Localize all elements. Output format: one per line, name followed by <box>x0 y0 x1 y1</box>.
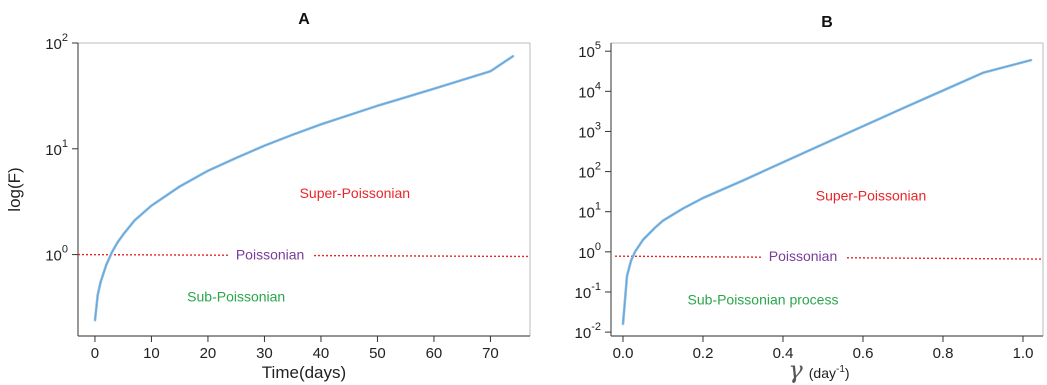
panel-title-b: B <box>821 14 833 31</box>
x-tick-label: 0.6 <box>853 345 874 362</box>
x-tick-label: 40 <box>313 345 330 362</box>
x-tick-label: 0.0 <box>613 345 634 362</box>
y-tick-label: 105 <box>578 40 601 61</box>
y-tick-label: 10-2 <box>575 321 601 342</box>
annotation-poissonian: Poissonian <box>236 247 305 263</box>
x-tick-label: 0.2 <box>693 345 714 362</box>
y-tick-label: 101 <box>45 138 68 159</box>
y-tick-label: 101 <box>578 201 601 222</box>
chart-panel-a: A 0 10 20 30 40 50 60 70 100 101 102 Super-Poissonia… <box>5 11 531 382</box>
annotation-background <box>761 246 845 265</box>
series-line-core <box>622 59 1032 324</box>
annotation-super-poissonian: Super-Poissonian <box>300 185 411 201</box>
annotation-sub-poissonian-process: Sub-Poissonian process <box>688 291 839 307</box>
poissonian-reference-line <box>77 253 531 258</box>
y-tick-label: 103 <box>578 120 601 141</box>
x-tick-label: 70 <box>482 345 499 362</box>
y-axis-title: log(F) <box>5 167 24 211</box>
x-tick-label: 1.0 <box>1013 345 1034 362</box>
annotation-sub-poissonian: Sub-Poissonian <box>187 289 285 305</box>
y-tick-label: 102 <box>45 32 68 53</box>
x-tick-label: 10 <box>143 345 160 362</box>
series-line-core <box>94 55 514 321</box>
y-tick-label: 10-1 <box>575 281 601 302</box>
y-tick-label: 102 <box>578 161 601 182</box>
annotation-super-poissonian: Super-Poissonian <box>816 188 927 204</box>
x-tick-label: 0 <box>91 345 99 362</box>
annotation-poissonian: Poissonian <box>769 248 838 264</box>
x-tick-label: 0.8 <box>933 345 954 362</box>
x-tick-label: 20 <box>200 345 217 362</box>
panel-title-a: A <box>298 11 310 28</box>
x-tick-label: 30 <box>256 345 273 362</box>
x-axis-title: Time(days) <box>262 363 346 382</box>
x-axis-title: γ (day-1) <box>788 356 849 384</box>
x-tick-label: 50 <box>369 345 386 362</box>
poissonian-reference-line <box>614 255 1044 260</box>
x-tick-label: 0.4 <box>773 345 794 362</box>
chart-panel-b: B 0.0 0.2 0.4 0.6 0.8 1.0 10-2 10-1 100 101 102 103 1… <box>575 14 1044 384</box>
y-tick-label: 100 <box>578 241 601 262</box>
annotation-background <box>228 244 313 263</box>
x-tick-label: 60 <box>426 345 443 362</box>
y-tick-label: 100 <box>45 244 68 265</box>
y-tick-label: 104 <box>578 80 601 101</box>
